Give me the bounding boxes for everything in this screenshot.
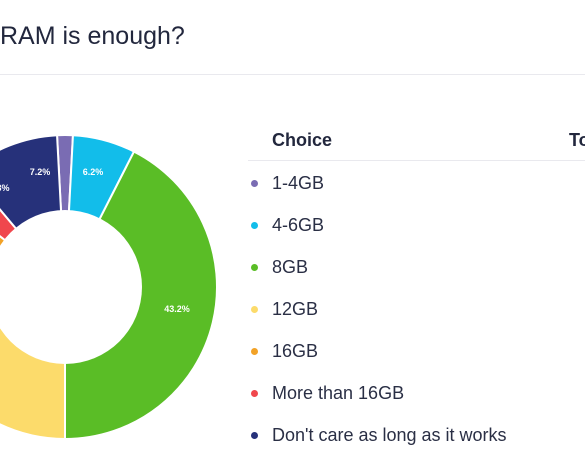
header-divider <box>248 160 585 161</box>
choice-label: Don't care as long as it works <box>272 424 507 445</box>
choice-bullet <box>251 347 258 355</box>
donut-hole <box>0 210 142 364</box>
choice-row: Don't care as long as it works <box>248 423 578 447</box>
choice-row: 1-4GB <box>248 171 578 195</box>
table-header-choice: Choice <box>272 130 333 150</box>
question-title: RAM is enough? <box>0 22 185 50</box>
choice-bullet <box>251 221 258 229</box>
choice-row: 4-6GB <box>248 213 578 237</box>
choice-row: 12GB <box>248 297 578 321</box>
choice-label: 1-4GB <box>272 172 325 193</box>
data-label: 7.2% <box>30 167 51 177</box>
data-label: 43.2% <box>164 304 190 314</box>
choice-bullet <box>251 389 258 397</box>
choice-bullet <box>251 431 258 439</box>
choice-label: More than 16GB <box>272 382 405 403</box>
data-label: 6.2% <box>83 167 104 177</box>
choice-label: 16GB <box>272 340 319 361</box>
table-header-total: To <box>569 130 585 150</box>
data-label: 3% <box>0 183 10 193</box>
choice-bullet <box>251 179 258 187</box>
choice-label: 8GB <box>272 256 309 277</box>
title-divider <box>0 74 585 75</box>
donut-chart: 6.2% 43.2% 3% 7.2% <box>0 134 218 441</box>
choice-bullet <box>251 305 258 313</box>
choice-row: 8GB <box>248 255 578 279</box>
choice-label: 4-6GB <box>272 214 325 235</box>
choice-row: More than 16GB <box>248 381 578 405</box>
choice-bullet <box>251 263 258 271</box>
choice-row: 16GB <box>248 339 578 363</box>
choice-label: 12GB <box>272 298 319 319</box>
